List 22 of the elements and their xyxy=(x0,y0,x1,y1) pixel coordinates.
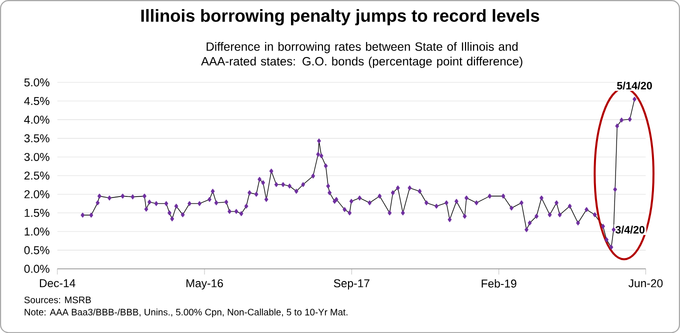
source-note: Sources: MSRB xyxy=(24,296,91,304)
y-tick-label: 0.5% xyxy=(24,246,50,254)
y-tick-label: 2.5% xyxy=(24,172,50,180)
y-tick-label: 1.5% xyxy=(24,208,50,217)
annotation: 5/14/20 xyxy=(617,82,652,90)
x-tick-label: Sep-17 xyxy=(334,279,370,290)
y-tick-label: 4.5% xyxy=(24,96,50,105)
x-tick-label: May-16 xyxy=(186,279,223,290)
x-tick-label: Jun-20 xyxy=(628,279,663,288)
y-tick-label: 1.0% xyxy=(24,227,50,236)
annotation: 3/4/20 xyxy=(615,226,645,234)
text: Note: AAA Baa3/BBB-/BBB, Unins., 5.00% Cpn, Non-Callable, 5 to 10-Yr Mat. xyxy=(24,308,348,318)
y-tick-label: 4.0% xyxy=(24,116,50,124)
chart-subtitle: Difference in borrowing rates between State of Illinois and AAA-rated states: G.O. bonds (percentage point difference) xyxy=(201,42,522,68)
y-tick-label: 5.0% xyxy=(24,78,50,86)
x-tick-label: Feb-19 xyxy=(482,279,516,288)
y-tick-label: 3.0% xyxy=(24,152,50,161)
y-tick-label: 3.5% xyxy=(24,134,50,142)
y-tick-label: 0.0% xyxy=(24,264,50,273)
x-tick-label: Dec-14 xyxy=(40,279,76,288)
y-tick-label: 2.0% xyxy=(24,190,50,198)
chart-title: Illinois borrowing penalty jumps to record levels xyxy=(141,9,540,26)
